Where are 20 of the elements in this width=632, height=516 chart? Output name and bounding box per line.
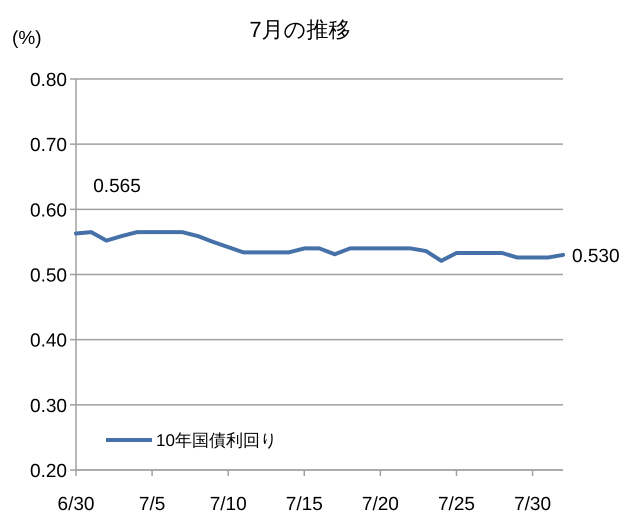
x-tick-label: 7/15 (286, 494, 323, 515)
y-axis-title: (%) (12, 28, 42, 49)
y-tick-label: 0.40 (30, 330, 67, 352)
x-tick-label: 7/30 (514, 494, 552, 515)
legend-label: 10年国債利回り (156, 431, 277, 450)
x-tick-label: 7/10 (210, 494, 247, 515)
annotation: 0.530 (572, 246, 620, 267)
y-tick-label: 0.70 (30, 135, 67, 156)
y-tick-label: 0.50 (30, 266, 67, 286)
x-tick-label: 7/5 (138, 494, 166, 515)
y-tick-label: 0.80 (30, 70, 67, 91)
x-tick-label: 6/30 (58, 494, 94, 515)
x-tick-label: 7/20 (362, 494, 399, 515)
y-tick-label: 0.30 (30, 396, 67, 417)
annotation: 0.565 (93, 176, 141, 198)
y-tick-label: 0.20 (30, 461, 67, 482)
line-series (74, 230, 565, 263)
chart-title: 7月の推移 (249, 17, 351, 42)
x-tick-label: 7/25 (438, 494, 475, 515)
y-tick-label: 0.60 (30, 200, 67, 222)
